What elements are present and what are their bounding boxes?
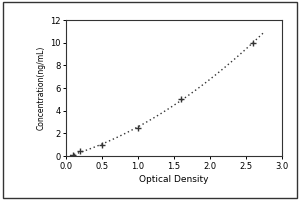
X-axis label: Optical Density: Optical Density: [139, 175, 209, 184]
Y-axis label: Concentration(ng/mL): Concentration(ng/mL): [37, 46, 46, 130]
